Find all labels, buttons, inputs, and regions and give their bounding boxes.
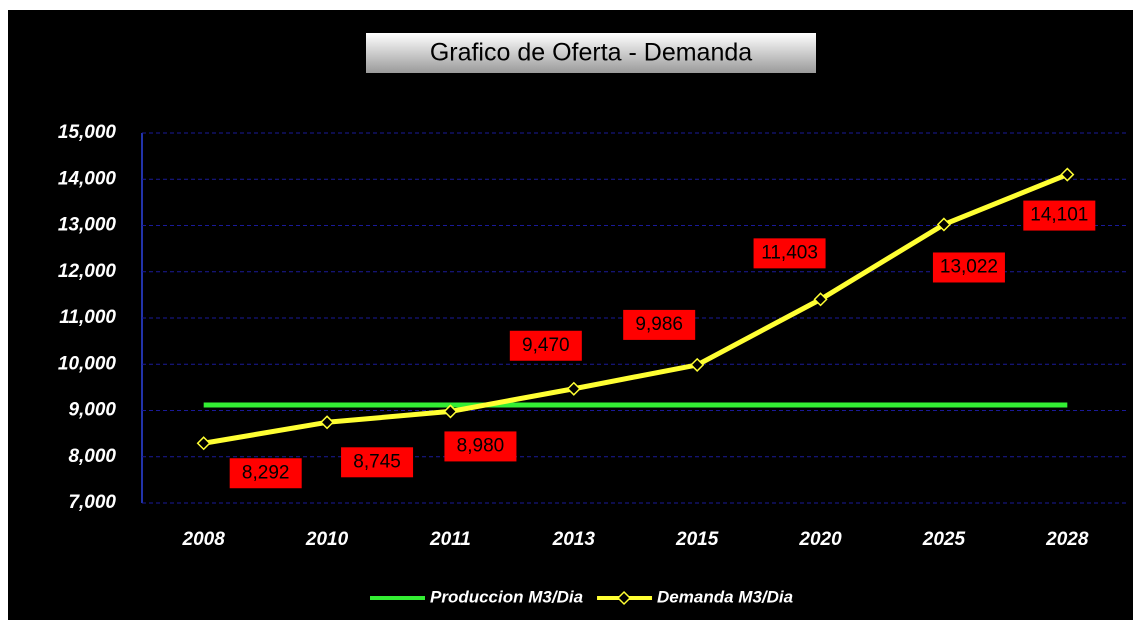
value-label-box — [229, 458, 302, 489]
y-tick-label: 7,000 — [68, 492, 116, 513]
background — [8, 10, 1133, 620]
value-label: 13,022 — [940, 256, 998, 277]
point-marker — [1060, 167, 1075, 182]
x-tick-label: 2008 — [182, 529, 226, 550]
value-label: 9,986 — [635, 314, 683, 335]
value-label-box — [444, 431, 517, 462]
point-marker — [443, 404, 458, 419]
y-tick-label: 9,000 — [68, 400, 116, 421]
value-label-box — [753, 238, 826, 269]
point-marker — [320, 415, 335, 430]
x-tick-label: 2015 — [675, 529, 719, 550]
x-tick-label: 2025 — [922, 529, 966, 550]
point-marker — [566, 381, 581, 396]
y-tick-label: 10,000 — [58, 353, 117, 374]
value-label: 14,101 — [1030, 205, 1088, 226]
value-label: 8,745 — [353, 451, 401, 472]
x-tick-label: 2028 — [1045, 529, 1089, 550]
legend-marker — [616, 590, 632, 606]
series-line — [203, 172, 1069, 446]
value-label: 9,470 — [522, 335, 570, 356]
value-label: 11,403 — [761, 242, 818, 263]
y-tick-label: 14,000 — [58, 168, 117, 189]
chart-title: Grafico de Oferta - Demanda — [430, 39, 752, 67]
x-tick-label: 2020 — [798, 529, 842, 550]
x-tick-label: 2010 — [305, 529, 349, 550]
value-label-box — [623, 309, 696, 340]
y-tick-label: 15,000 — [58, 122, 117, 143]
title-box — [366, 33, 816, 73]
y-tick-label: 13,000 — [58, 215, 117, 236]
value-label-box — [1023, 200, 1096, 231]
value-label-box — [509, 330, 582, 361]
value-label-box — [341, 447, 414, 478]
point-marker — [690, 357, 705, 372]
value-label-box — [932, 252, 1005, 283]
value-label: 8,292 — [242, 462, 290, 483]
y-tick-label: 8,000 — [68, 446, 116, 467]
y-tick-label: 11,000 — [59, 307, 116, 328]
y-tick-label: 12,000 — [58, 261, 117, 282]
point-marker — [196, 436, 211, 451]
x-tick-label: 2011 — [429, 529, 471, 550]
point-marker — [813, 292, 828, 307]
legend-label: Demanda M3/Dia — [657, 587, 793, 606]
legend-label: Produccion M3/Dia — [430, 587, 583, 606]
x-tick-label: 2013 — [552, 529, 596, 550]
value-label: 8,980 — [457, 435, 505, 456]
point-marker — [936, 217, 951, 232]
